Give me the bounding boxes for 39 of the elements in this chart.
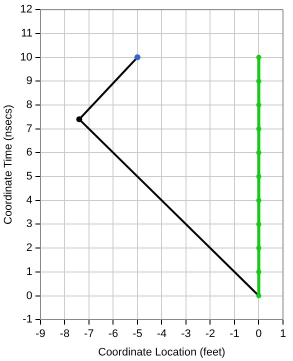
y-tick-label: 1 [26,266,32,278]
y-tick-label: -1 [22,314,32,326]
point [256,78,262,84]
y-tick-label: 10 [20,51,32,64]
point [256,150,262,156]
x-tick-label: -7 [84,328,94,340]
y-tick-label: 9 [26,75,32,88]
y-tick-label: 7 [26,122,32,135]
y-axis-title: Coordinate Time (nsecs) [2,104,15,225]
x-tick-label: -9 [36,328,46,340]
point [134,54,140,60]
x-tick-label: -8 [60,328,70,340]
y-tick-label: 5 [26,170,32,183]
point [256,269,262,274]
x-tick-label: -6 [108,328,118,340]
point [256,126,262,132]
y-tick-label: 8 [26,99,32,112]
x-tick-label: -1 [230,328,240,340]
x-tick-label: 0 [256,328,262,340]
x-axis-title: Coordinate Location (feet) [98,346,226,358]
point [256,246,262,251]
x-tick-label: -5 [132,328,142,340]
point [256,54,262,60]
point [256,102,262,108]
y-tick-label: 3 [26,218,32,230]
y-tick-label: 0 [26,290,32,302]
y-tick-label: 12 [20,4,32,16]
x-tick-label: 1 [280,328,286,340]
y-tick-label: 6 [26,146,32,159]
y-tick-label: 11 [21,27,32,40]
point [256,293,262,298]
point [76,116,82,122]
point [256,222,262,227]
point [256,198,262,203]
y-tick-label: 2 [26,242,32,254]
y-tick-label: 4 [26,194,32,206]
x-tick-label: -4 [156,328,167,340]
x-tick-label: -2 [205,328,216,340]
x-tick-label: -3 [181,328,191,340]
